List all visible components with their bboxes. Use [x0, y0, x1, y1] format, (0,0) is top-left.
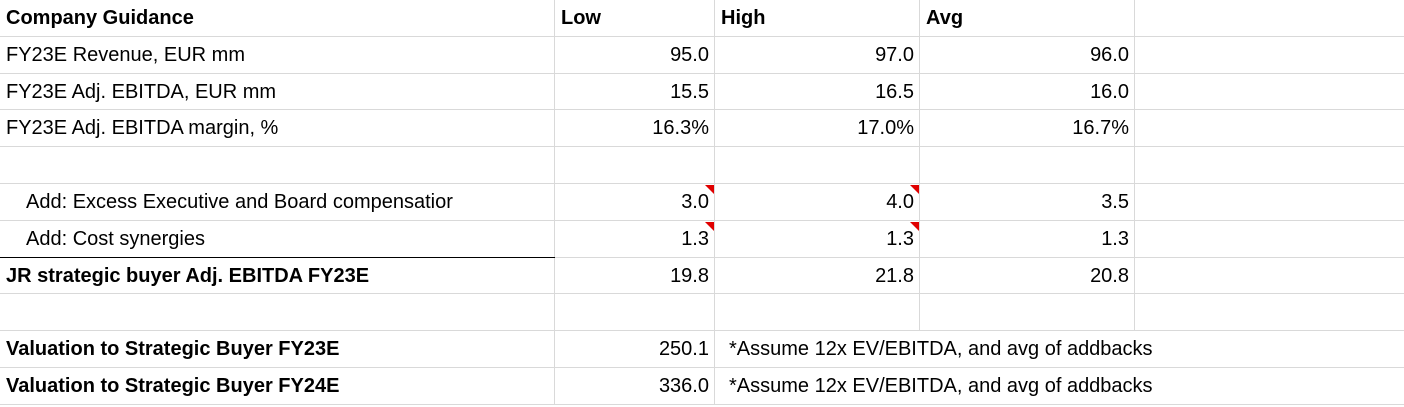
comment-indicator — [705, 185, 714, 194]
grid-line — [714, 110, 715, 147]
row-label: Valuation to Strategic Buyer FY24E — [6, 375, 340, 397]
grid-line — [919, 184, 920, 221]
grid-line — [1134, 184, 1135, 221]
cell-value: 95.0 — [670, 44, 709, 66]
grid-line — [714, 294, 715, 331]
grid-line — [554, 0, 555, 37]
grid-line — [919, 294, 920, 331]
cell-value: 16.3% — [652, 117, 709, 139]
cell-value: 96.0 — [1090, 44, 1129, 66]
grid-line — [919, 258, 920, 295]
grid-line — [714, 368, 715, 405]
grid-line — [0, 36, 1404, 37]
grid-line — [1134, 110, 1135, 147]
grid-line — [1134, 74, 1135, 111]
grid-line — [0, 109, 1404, 110]
cell-value: 4.0 — [886, 191, 914, 213]
grid-line — [1134, 221, 1135, 258]
comment-indicator — [910, 185, 919, 194]
row-label: FY23E Adj. EBITDA margin, % — [6, 117, 279, 139]
row-label: FY23E Revenue, EUR mm — [6, 44, 245, 66]
comment-indicator — [910, 222, 919, 231]
grid-line — [554, 110, 555, 147]
cell-value: *Assume 12x EV/EBITDA, and avg of addbac… — [729, 375, 1153, 397]
grid-line — [0, 293, 1404, 294]
grid-line — [714, 37, 715, 74]
column-header: Avg — [926, 7, 964, 29]
grid-line — [714, 147, 715, 184]
row-label: Valuation to Strategic Buyer FY23E — [6, 338, 340, 360]
grid-line — [0, 330, 1404, 331]
grid-line — [554, 258, 555, 295]
grid-line — [554, 147, 555, 184]
cell-value: 16.0 — [1090, 81, 1129, 103]
cell-value: 16.7% — [1072, 117, 1129, 139]
grid-line — [714, 184, 715, 221]
grid-line — [554, 74, 555, 111]
grid-line — [0, 146, 1404, 147]
grid-line — [554, 221, 555, 258]
grid-line — [1134, 0, 1135, 37]
row-label: FY23E Adj. EBITDA, EUR mm — [6, 81, 277, 103]
grid-line — [714, 0, 715, 37]
grid-line — [554, 184, 555, 221]
border-line — [0, 257, 555, 258]
grid-line — [714, 258, 715, 295]
cell-value: 1.3 — [1101, 228, 1129, 250]
cell-value: 336.0 — [658, 375, 709, 397]
grid-line — [919, 37, 920, 74]
cell-value: 19.8 — [670, 265, 709, 287]
cell-value: 17.0% — [857, 117, 914, 139]
grid-line — [1134, 147, 1135, 184]
cell-value: 3.0 — [681, 191, 709, 213]
grid-line — [1134, 258, 1135, 295]
column-header: High — [721, 7, 766, 29]
cell-value: 15.5 — [670, 81, 709, 103]
row-label: JR strategic buyer Adj. EBITDA FY23E — [6, 265, 370, 287]
grid-line — [554, 368, 555, 405]
cell-value: 250.1 — [658, 338, 709, 360]
column-header: Low — [561, 7, 601, 29]
grid-line — [0, 367, 1404, 368]
grid-line — [0, 183, 1404, 184]
grid-line — [919, 110, 920, 147]
comment-indicator — [705, 222, 714, 231]
grid-line — [714, 331, 715, 368]
grid-line — [554, 331, 555, 368]
cell-value: 1.3 — [886, 228, 914, 250]
grid-line — [919, 0, 920, 37]
row-label: Add: Excess Executive and Board compensa… — [26, 191, 453, 213]
grid-line — [919, 74, 920, 111]
grid-line — [554, 37, 555, 74]
cell-value: 21.8 — [875, 265, 914, 287]
grid-line — [0, 220, 1404, 221]
row-label: Company Guidance — [6, 7, 194, 29]
grid-line — [0, 73, 1404, 74]
grid-line — [1134, 294, 1135, 331]
cell-value: 97.0 — [875, 44, 914, 66]
cell-value: 20.8 — [1090, 265, 1129, 287]
cell-value: 16.5 — [875, 81, 914, 103]
cell-value: *Assume 12x EV/EBITDA, and avg of addbac… — [729, 338, 1153, 360]
grid-line — [714, 74, 715, 111]
grid-line — [0, 257, 1404, 258]
cell-value: 3.5 — [1101, 191, 1129, 213]
grid-line — [714, 221, 715, 258]
grid-line — [0, 404, 1404, 405]
grid-line — [919, 147, 920, 184]
grid-line — [919, 221, 920, 258]
grid-line — [1134, 37, 1135, 74]
grid-line — [554, 294, 555, 331]
row-label: Add: Cost synergies — [26, 228, 205, 250]
cell-value: 1.3 — [681, 228, 709, 250]
